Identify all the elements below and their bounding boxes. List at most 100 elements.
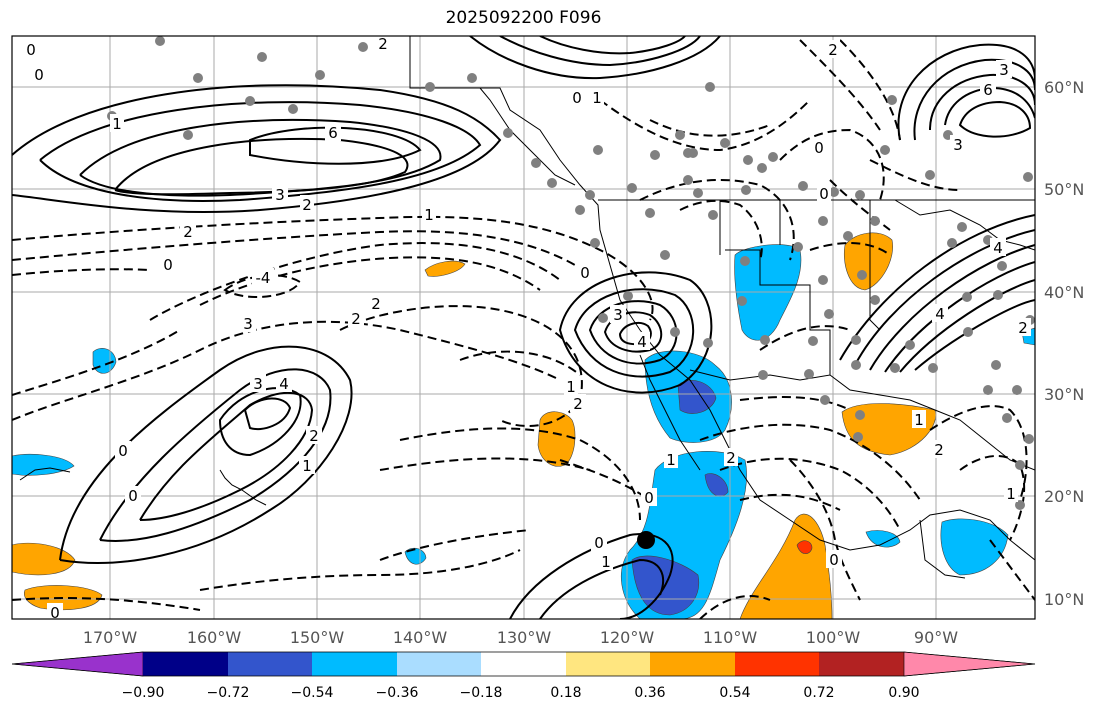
lat-label: 60°N <box>1044 78 1084 97</box>
contour-label: 0 <box>644 489 654 507</box>
anomaly-region-deep-blue <box>704 473 729 497</box>
lat-label: 10°N <box>1044 590 1084 609</box>
anomaly-region-orange <box>23 585 103 611</box>
colorbar-tick-label: −0.72 <box>207 685 250 701</box>
colorbar-segment <box>481 652 566 676</box>
latitude-labels: 60°N 50°N 40°N 30°N 20°N 10°N <box>1044 78 1084 609</box>
contour-label: 1 <box>1006 485 1016 503</box>
contour-labels: 0 2 0 1 6 3 2 1 2 0 -4 3 2 2 3 4 2 1 0 0… <box>24 35 1031 622</box>
colorbar-tick-label: 0.18 <box>550 685 581 701</box>
contour-label: 3 <box>953 136 963 154</box>
coastlines <box>19 36 1035 579</box>
negative-contours <box>12 39 1035 619</box>
colorbar-segment <box>566 652 650 676</box>
contour-label: 2 <box>183 223 193 241</box>
lon-label: 170°W <box>83 628 138 647</box>
contour-label: 3 <box>999 61 1009 79</box>
colorbar-segment <box>650 652 735 676</box>
contour-label: 2 <box>828 41 838 59</box>
positive-contours <box>12 36 1035 619</box>
contour-label: 4 <box>935 305 945 323</box>
contour-label: 0 <box>572 89 582 107</box>
contour-label: 2 <box>573 395 583 413</box>
colorbar: −0.90 −0.72 −0.54 −0.36 −0.18 0.18 0.36 … <box>11 651 1036 701</box>
lon-label: 160°W <box>187 628 242 647</box>
colorbar-tick-label: −0.54 <box>291 685 334 701</box>
contour-label: 0 <box>118 442 128 460</box>
contour-label: 3 <box>613 306 623 324</box>
contour-label: 4 <box>993 239 1003 257</box>
lon-label: 140°W <box>393 628 448 647</box>
anomaly-region-orange <box>739 513 833 619</box>
anomaly-region-red <box>796 540 813 554</box>
colorbar-tick-label: −0.36 <box>376 685 419 701</box>
lon-label: 150°W <box>290 628 345 647</box>
contour-label: 2 <box>726 449 736 467</box>
contour-label: 0 <box>50 604 60 622</box>
contour-label: 2 <box>1018 319 1028 337</box>
colorbar-segment <box>903 651 1036 677</box>
contour-label: 3 <box>243 315 253 333</box>
contour-label: 6 <box>328 124 338 142</box>
contour-label: 0 <box>814 139 824 157</box>
anomaly-region-orange <box>844 232 893 291</box>
contour-label: 1 <box>592 89 602 107</box>
contour-label: 4 <box>637 333 647 351</box>
lon-label: 100°W <box>806 628 861 647</box>
contour-label: 1 <box>112 115 122 133</box>
colorbar-tick-label: −0.90 <box>122 685 165 701</box>
contour-label: 2 <box>934 441 944 459</box>
contour-label: 1 <box>302 457 312 475</box>
anomaly-region-blue <box>865 530 901 548</box>
lon-label: 120°W <box>600 628 655 647</box>
contour-label: 2 <box>378 35 388 53</box>
colorbar-segment <box>397 652 481 676</box>
anomaly-region-blue <box>404 547 427 565</box>
colorbar-tick-label: 0.36 <box>634 685 665 701</box>
colorbar-tick-label: 0.90 <box>888 685 919 701</box>
contour-label: 1 <box>424 206 434 224</box>
storm-center-marker <box>637 531 655 549</box>
contour-label: 0 <box>34 66 44 84</box>
colorbar-segment <box>228 652 312 676</box>
contour-label: 4 <box>279 375 289 393</box>
lon-label: 110°W <box>703 628 758 647</box>
contour-label: 1 <box>566 378 576 396</box>
contour-label: 0 <box>819 185 829 203</box>
colorbar-segment <box>143 652 228 676</box>
anomaly-region-orange <box>537 411 576 467</box>
colorbar-segment <box>819 652 904 676</box>
contour-label: 6 <box>983 81 993 99</box>
contour-label: 2 <box>351 310 361 328</box>
contour-label: 1 <box>914 411 924 429</box>
contour-label: 1 <box>666 451 676 469</box>
colorbar-tick-label: −0.18 <box>460 685 503 701</box>
contour-label: 1 <box>601 553 611 571</box>
contour-label: 3 <box>275 186 285 204</box>
contour-label: 2 <box>302 196 312 214</box>
anomaly-region-blue <box>940 518 1009 576</box>
lat-label: 20°N <box>1044 487 1084 506</box>
colorbar-segment <box>735 652 819 676</box>
colorbar-tick-label: 0.54 <box>719 685 750 701</box>
lat-label: 30°N <box>1044 385 1084 404</box>
lat-label: 40°N <box>1044 283 1084 302</box>
contour-label: 3 <box>253 375 263 393</box>
gridlines <box>12 36 1035 619</box>
map-frame <box>11 35 1036 620</box>
lon-label: 90°W <box>914 628 958 647</box>
colorbar-tick-label: 0.72 <box>803 685 834 701</box>
longitude-labels: 170°W 160°W 150°W 140°W 130°W 120°W 110°… <box>83 628 958 647</box>
contour-label: 0 <box>829 551 839 569</box>
contour-label: -4 <box>256 269 271 287</box>
colorbar-segment <box>312 652 397 676</box>
contour-label: 0 <box>128 487 138 505</box>
anomaly-region-orange <box>424 260 466 277</box>
map-title: 2025092200 F096 <box>445 8 602 28</box>
contour-label: 0 <box>163 256 173 274</box>
contour-label: 0 <box>26 41 36 59</box>
lat-label: 50°N <box>1044 180 1084 199</box>
station-markers <box>107 36 1035 510</box>
contour-label: 2 <box>371 295 381 313</box>
